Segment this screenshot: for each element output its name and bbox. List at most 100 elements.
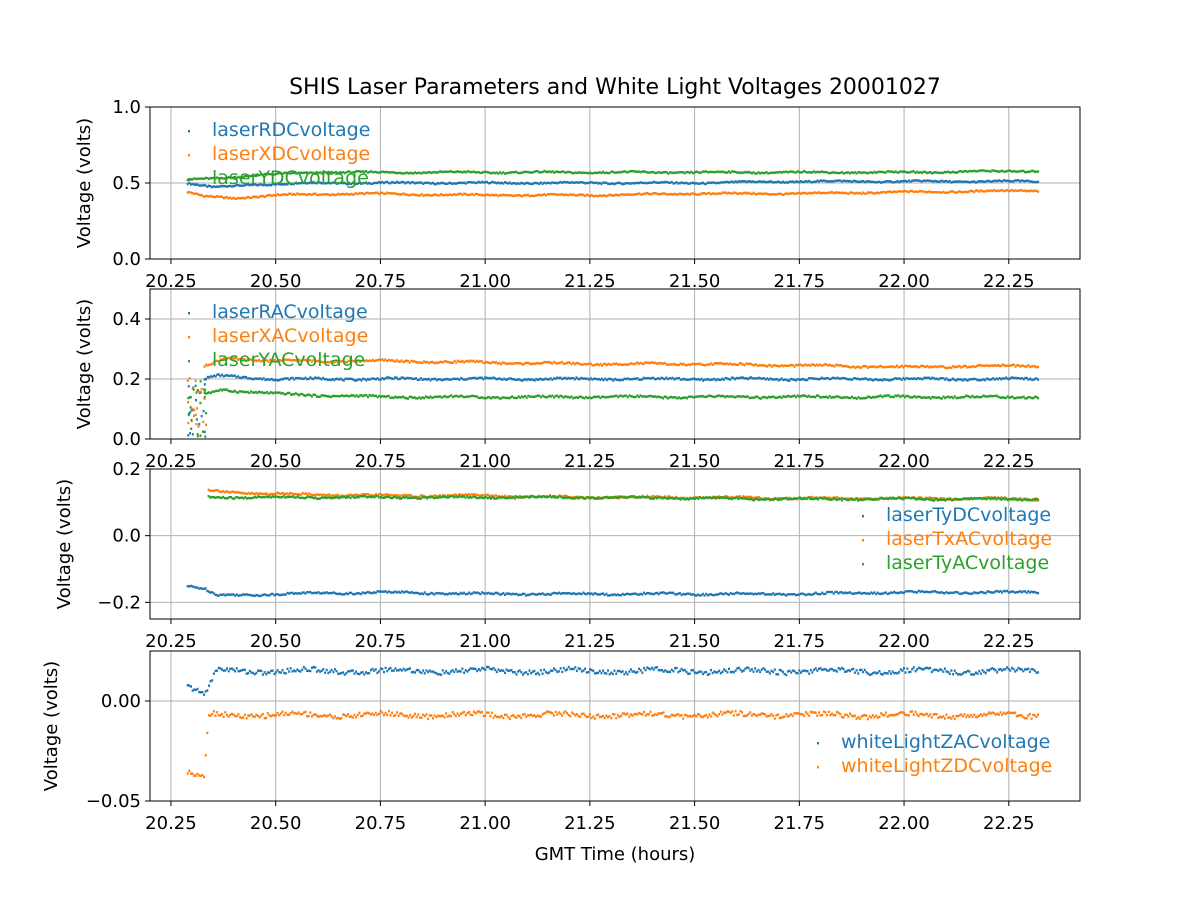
- data-point: [903, 190, 905, 193]
- data-point: [579, 171, 582, 174]
- data-point: [354, 359, 357, 363]
- data-point: [304, 358, 307, 362]
- data-point: [995, 394, 998, 397]
- data-point: [296, 393, 299, 396]
- data-point: [892, 377, 895, 381]
- data-point: [760, 591, 763, 595]
- data-point: [673, 396, 676, 399]
- data-point: [607, 362, 610, 366]
- data-point: [609, 395, 612, 398]
- data-point: [344, 361, 347, 364]
- data-point: [378, 181, 380, 184]
- data-point: [1019, 180, 1022, 183]
- data-point: [206, 589, 209, 593]
- data-point: [341, 394, 344, 397]
- data-point: [489, 181, 492, 185]
- data-point: [554, 193, 557, 196]
- data-point: [509, 396, 512, 399]
- data-point: [812, 497, 815, 501]
- data-point: [441, 170, 444, 174]
- data-point: [547, 495, 550, 499]
- data-point: [244, 496, 247, 499]
- data-point: [922, 498, 925, 501]
- data-point: [698, 362, 701, 365]
- data-point: [221, 593, 223, 596]
- data-point: [706, 377, 709, 381]
- data-point: [674, 593, 677, 596]
- data-point: [463, 378, 466, 381]
- data-point: [226, 593, 228, 596]
- data-point: [211, 185, 214, 189]
- data-point: [1017, 179, 1020, 182]
- data-point: [921, 364, 924, 368]
- data-point: [897, 394, 900, 397]
- y-tick-label: −0.05: [86, 791, 141, 812]
- data-point: [785, 181, 788, 184]
- data-point: [795, 379, 797, 382]
- data-point: [682, 592, 685, 596]
- data-point: [868, 498, 870, 501]
- data-point: [773, 593, 776, 596]
- data-point: [621, 592, 624, 596]
- data-point: [224, 669, 227, 672]
- data-point: [338, 193, 341, 196]
- data-point: [985, 395, 988, 398]
- data-point: [829, 497, 832, 500]
- data-point: [520, 593, 523, 596]
- data-point: [859, 378, 862, 381]
- data-point: [721, 496, 724, 499]
- data-point: [500, 362, 502, 366]
- data-point: [381, 180, 384, 184]
- data-point: [650, 395, 653, 398]
- data-point: [235, 183, 238, 187]
- data-point: [297, 493, 299, 496]
- data-point: [219, 374, 222, 378]
- data-point: [284, 496, 287, 499]
- data-point: [996, 589, 999, 593]
- data-point: [801, 170, 804, 174]
- data-point: [722, 378, 725, 381]
- data-point: [191, 689, 194, 692]
- data-point: [358, 191, 361, 195]
- data-point: [991, 591, 994, 594]
- data-point: [561, 496, 564, 500]
- data-point: [357, 378, 360, 381]
- data-point: [605, 171, 608, 174]
- data-point: [849, 172, 851, 175]
- data-point: [1006, 169, 1008, 173]
- data-point: [195, 398, 197, 402]
- data-point: [947, 592, 950, 595]
- data-point: [948, 591, 951, 594]
- data-point: [661, 181, 663, 184]
- data-point: [333, 171, 336, 174]
- data-point: [1003, 364, 1006, 367]
- data-point: [365, 496, 368, 499]
- data-point: [304, 592, 307, 595]
- data-point: [198, 422, 201, 426]
- data-point: [312, 496, 315, 500]
- data-point: [592, 593, 595, 596]
- data-point: [391, 171, 394, 174]
- data-point: [770, 193, 773, 196]
- data-point: [971, 394, 974, 398]
- data-point: [317, 395, 320, 398]
- data-point: [203, 693, 206, 696]
- data-point: [633, 494, 636, 498]
- legend-label: laserXDCvoltage: [212, 143, 370, 165]
- data-point: [593, 364, 595, 367]
- data-point: [572, 592, 575, 595]
- data-point: [652, 361, 655, 365]
- data-point: [1001, 180, 1004, 183]
- data-point: [765, 593, 768, 596]
- data-point: [769, 498, 772, 502]
- data-point: [701, 592, 704, 596]
- data-point: [212, 495, 215, 499]
- data-point: [942, 190, 945, 194]
- data-point: [645, 361, 648, 364]
- data-point: [670, 171, 673, 174]
- data-point: [577, 497, 580, 500]
- data-point: [543, 193, 546, 196]
- data-point: [472, 495, 475, 498]
- data-point: [825, 395, 828, 398]
- data-point: [585, 363, 587, 366]
